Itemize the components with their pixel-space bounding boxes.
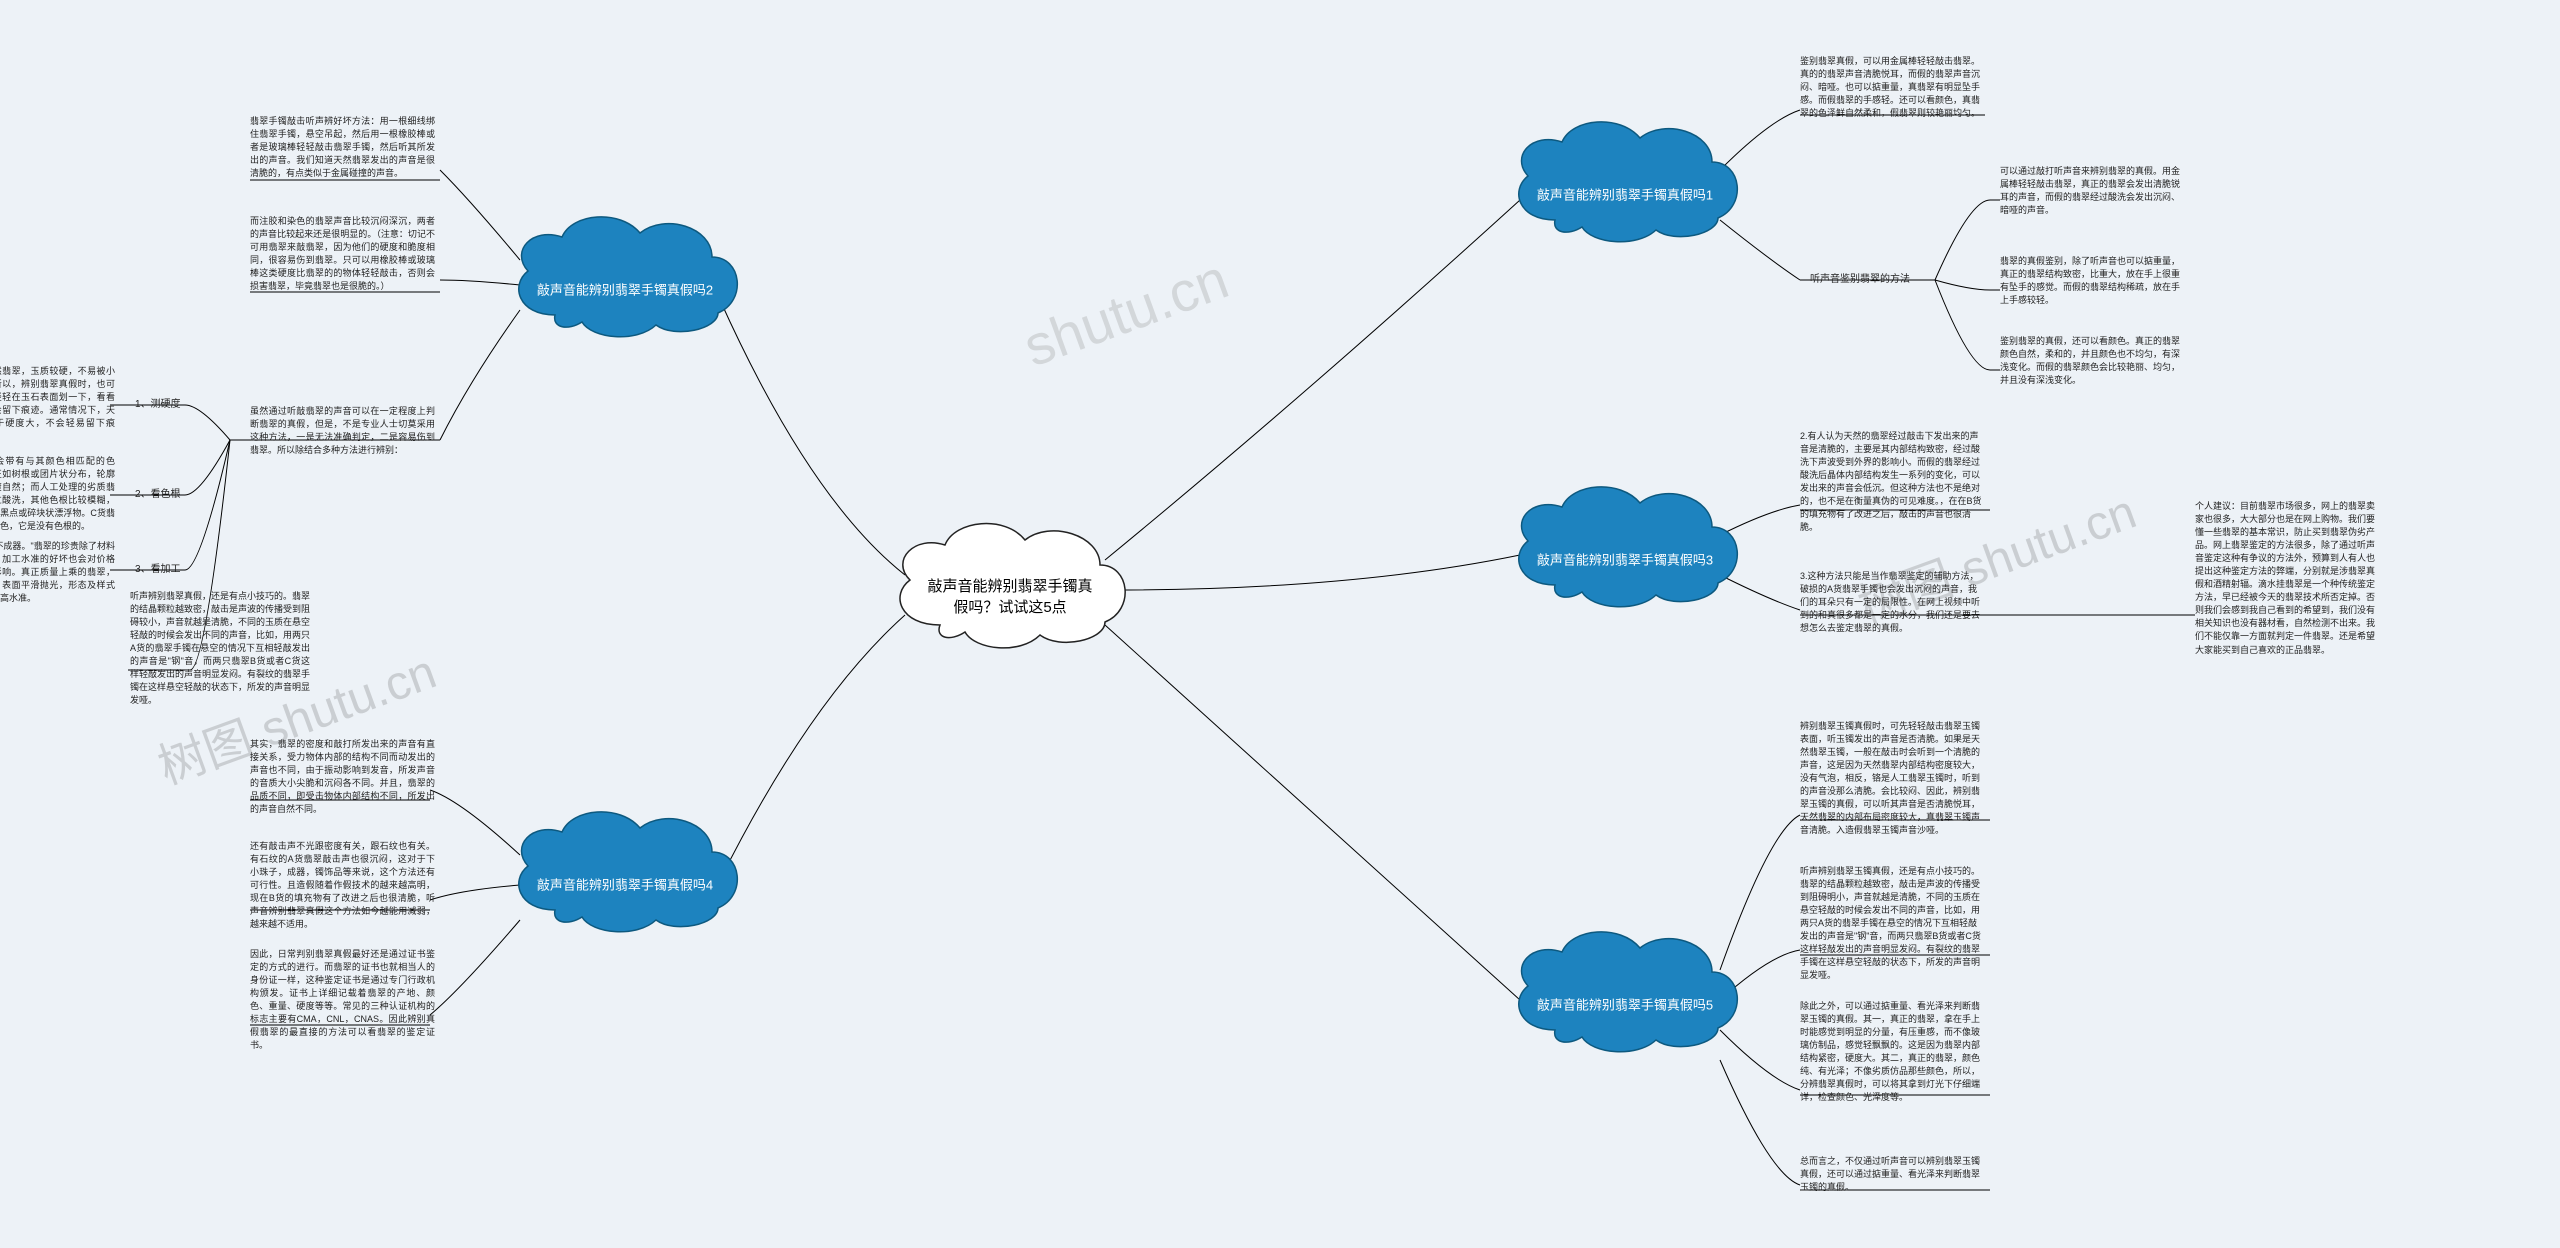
center-text-2: 假吗？试试这5点 [953,599,1066,616]
node-label: 敲声音能辨别翡翠手镯真假吗1 [1537,185,1713,204]
center-node: 敲声音能辨别翡翠手镯真 假吗？试试这5点 [880,510,1140,660]
text-l2d4: 听声辨别翡翠真假，还是有点小技巧的。翡翠的结晶颗粒越致密，敲击是声波的传播受到阻… [130,590,310,707]
text-r1c: 翡翠的真假鉴别，除了听声音也可以掂重量，真正的翡翠结构致密，比重大，放在手上很重… [2000,255,2180,307]
watermark: shutu.cn [1015,246,1236,379]
label-m2: 2、看色根 [135,485,181,500]
text-l2d3: "玉不琢，不成器。"翡翠的珍贵除了材料的稀有外，加工水准的好坏也会对价格有很大的… [0,540,115,605]
text-r5c: 除此之外，可以通过掂重量、看光泽来判断翡翠玉镯的真假。其一，真正的翡翠，拿在手上… [1800,1000,1985,1104]
text-l2d1: 真正的天然翡翠，玉质较硬，不易被小刀划坏。所以，辨别翡翠真假时，也可以用刀子轻轻… [0,365,115,443]
text-r5a: 辨别翡翠玉镯真假时，可先轻轻敲击翡翠玉镯表面，听玉镯发出的声音是否清脆。如果是天… [1800,720,1985,837]
label-m1: 1、测硬度 [135,395,181,410]
node-cloud-3: 敲声音能辨别翡翠手镯真假吗3 [1500,475,1750,620]
text-r1d: 鉴别翡翠的真假，还可以看颜色。真正的翡翠颜色自然，柔和的，并且颜色也不均匀，有深… [2000,335,2180,387]
text-r3b: 3.这种方法只能是当作翡翠鉴定的辅助方法，破损的A货翡翠手镯也会发出沉闷的声音，… [1800,570,1985,635]
text-l4c: 因此，日常判别翡翠真假最好还是通过证书鉴定的方式的进行。而翡翠的证书也就相当人的… [250,948,435,1052]
text-l2a: 翡翠手镯敲击听声辨好坏方法：用一根细线绑住翡翠手镯，悬空吊起，然后用一根橡胶棒或… [250,115,435,180]
node-cloud-1: 敲声音能辨别翡翠手镯真假吗1 [1500,110,1750,255]
text-r1a: 鉴别翡翠真假，可以用金属棒轻轻敲击翡翠。真的的翡翠声音清脆悦耳，而假的翡翠声音沉… [1800,55,1985,120]
label-m3: 3、看加工 [135,560,181,575]
text-l4b: 还有敲击声不光跟密度有关，跟石纹也有关。有石纹的A货翡翠敲击声也很沉闷，这对于下… [250,840,435,931]
center-text-1: 敲声音能辨别翡翠手镯真 [927,578,1092,595]
node-label: 敲声音能辨别翡翠手镯真假吗2 [537,280,713,299]
text-l2d2: 天然翡翠会带有与其颜色相匹配的色根，其特征如树根或团片状分布，轮廓分明，过渡自然… [0,455,115,533]
node-cloud-2: 敲声音能辨别翡翠手镯真假吗2 [500,205,750,350]
node-label: 敲声音能辨别翡翠手镯真假吗3 [1537,550,1713,569]
node-cloud-5: 敲声音能辨别翡翠手镯真假吗5 [1500,920,1750,1065]
text-r5d: 总而言之，不仅通过听声音可以辨别翡翠玉镯真假，还可以通过掂重量、看光泽来判断翡翠… [1800,1155,1985,1194]
node-cloud-4: 敲声音能辨别翡翠手镯真假吗4 [500,800,750,945]
node-label: 敲声音能辨别翡翠手镯真假吗4 [537,875,713,894]
node-label: 敲声音能辨别翡翠手镯真假吗5 [1537,995,1713,1014]
label-m4: 听声音鉴别翡翠的方法 [1810,270,1910,285]
text-l2b: 而注胶和染色的翡翠声音比较沉闷深沉，两者的声音比较起来还是很明显的。（注意：切记… [250,215,435,293]
text-l2c: 虽然通过听敲翡翠的声音可以在一定程度上判断翡翠的真假，但是，不是专业人士切莫采用… [250,405,435,457]
text-r1b: 可以通过敲打听声音来辨别翡翠的真假。用金属棒轻轻敲击翡翠，真正的翡翠会发出清脆锐… [2000,165,2180,217]
text-r3a: 2.有人认为天然的翡翠经过敲击下发出来的声音是清脆的，主要是其内部结构致密，经过… [1800,430,1985,534]
text-l4a: 其实，翡翠的密度和敲打所发出来的声音有直接关系，受力物体内部的结构不同而动发出的… [250,738,435,816]
text-r5b: 听声辨别翡翠玉镯真假，还是有点小技巧的。翡翠的结晶颗粒越致密，敲击是声波的传播受… [1800,865,1985,982]
text-r3c: 个人建议：目前翡翠市场很多，网上的翡翠卖家也很多，大大部分也是在网上购物。我们要… [2195,500,2380,657]
